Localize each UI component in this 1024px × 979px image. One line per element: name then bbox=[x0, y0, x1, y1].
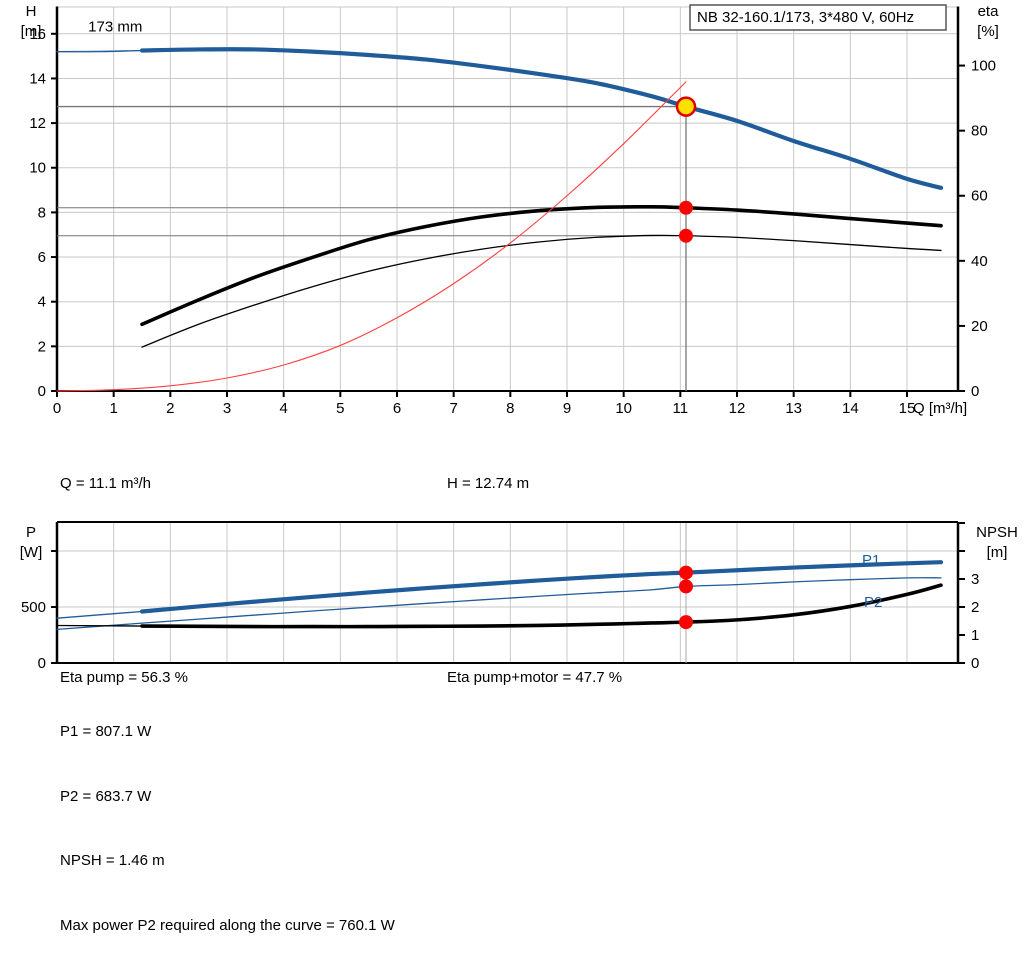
data-line: Max power P2 required along the curve = … bbox=[60, 916, 395, 934]
y-tick-label: 8 bbox=[38, 204, 46, 221]
y2-axis-ticks: 0 20 40 60 80 100 bbox=[958, 58, 996, 400]
data-line: NPSH = 1.46 m bbox=[60, 852, 165, 869]
y2-axis-unit: [m] bbox=[987, 544, 1008, 561]
y-tick-label: 500 bbox=[21, 599, 46, 616]
pump-title-box bbox=[689, 4, 947, 31]
x-axis-ticks: 0 1 2 3 4 5 6 7 8 9 10 11 12 13 14 15 bbox=[53, 391, 916, 417]
x-tick-label: 5 bbox=[336, 400, 344, 417]
data-line: H = 12.74 m bbox=[447, 475, 530, 492]
y-axis-title: H bbox=[26, 3, 37, 20]
x-tick-label: 9 bbox=[563, 400, 571, 417]
p2-duty-point[interactable] bbox=[679, 579, 693, 594]
x-tick-label: 4 bbox=[279, 400, 287, 417]
y-tick-label: 0 bbox=[38, 655, 46, 672]
x-tick-label: 15 bbox=[899, 400, 916, 417]
x-tick-label: 12 bbox=[729, 400, 746, 417]
curve-p2 bbox=[141, 577, 942, 624]
data-line: Eta pump+motor = 47.7 % bbox=[447, 668, 623, 686]
curve-eta-pump-motor bbox=[141, 234, 942, 348]
y2-tick-label: 0 bbox=[971, 383, 979, 400]
y2-tick-label: 1 bbox=[971, 627, 979, 644]
duty-point-markers bbox=[679, 565, 693, 630]
y-axis-title: P bbox=[26, 524, 36, 541]
y-axis-unit: [m] bbox=[21, 23, 42, 40]
plot-background bbox=[57, 523, 958, 663]
y2-tick-label: 100 bbox=[971, 58, 996, 75]
y-tick-label: 16 bbox=[29, 26, 46, 43]
x-tick-label: 11 bbox=[673, 400, 689, 417]
duty-point[interactable] bbox=[675, 96, 697, 117]
power-summary: P1 = 807.1 W P2 = 683.7 W NPSH = 1.46 m … bbox=[60, 678, 395, 979]
y2-tick-label: 20 bbox=[971, 318, 988, 335]
x-tick-label: 10 bbox=[615, 400, 632, 417]
p1-curve-label: P1 bbox=[862, 552, 880, 569]
y-axis-unit: [W] bbox=[20, 544, 43, 561]
y2-axis-title: NPSH bbox=[976, 524, 1018, 541]
x-tick-label: 13 bbox=[785, 400, 802, 417]
data-line: Q = 11.1 m³/h bbox=[60, 475, 152, 492]
x-tick-label: 8 bbox=[506, 400, 514, 417]
eta-pump-motor-point[interactable] bbox=[679, 228, 693, 243]
data-line: Eta pump = 56.3 % bbox=[60, 668, 188, 686]
impeller-size-label: 173 mm bbox=[88, 19, 142, 36]
y-axis-ticks: 0 2 4 6 8 10 12 14 16 bbox=[29, 26, 57, 400]
p1-duty-point[interactable] bbox=[679, 565, 693, 580]
pump-title-text: NB 32-160.1/173, 3*480 V, 60Hz bbox=[697, 9, 914, 26]
y2-tick-label: 40 bbox=[971, 253, 988, 270]
y-tick-label: 14 bbox=[29, 70, 46, 87]
curve-npsh-thin-extension bbox=[56, 624, 143, 627]
x-tick-label: 7 bbox=[449, 400, 457, 417]
power-npsh-chart: 0 500 0 1 2 3 P [W] NPSH [m] P1 P2 bbox=[20, 521, 1018, 672]
p2-curve-label: P2 bbox=[864, 594, 882, 611]
grid-lines bbox=[57, 6, 958, 391]
y2-axis-ticks: 0 1 2 3 bbox=[958, 522, 979, 672]
axes bbox=[51, 521, 964, 664]
plot-background bbox=[57, 7, 958, 391]
data-line: P1 = 807.1 W bbox=[60, 723, 152, 740]
x-axis-title: Q [m³/h] bbox=[913, 400, 967, 417]
y-axis-ticks: 0 500 bbox=[21, 550, 57, 672]
y2-tick-label: 60 bbox=[971, 188, 988, 205]
curve-npsh bbox=[140, 583, 943, 629]
y-tick-label: 4 bbox=[38, 294, 46, 311]
y2-tick-label: 0 bbox=[971, 655, 979, 672]
y2-tick-label: 3 bbox=[971, 571, 979, 588]
eta-pump-point[interactable] bbox=[679, 200, 693, 215]
y-tick-label: 12 bbox=[29, 115, 46, 132]
data-curves bbox=[56, 560, 944, 631]
duty-point-markers bbox=[675, 96, 697, 243]
x-tick-label: 0 bbox=[53, 400, 61, 417]
y2-tick-label: 2 bbox=[971, 599, 979, 616]
x-tick-label: 3 bbox=[223, 400, 231, 417]
curve-eta-pump bbox=[140, 204, 943, 327]
x-tick-label: 2 bbox=[166, 400, 174, 417]
data-curves bbox=[56, 47, 944, 392]
x-tick-label: 14 bbox=[842, 400, 859, 417]
axes bbox=[51, 6, 964, 392]
npsh-duty-point[interactable] bbox=[679, 615, 693, 630]
curve-p1 bbox=[139, 560, 944, 614]
x-tick-label: 6 bbox=[393, 400, 401, 417]
curve-npsh-scaled-overlay- bbox=[56, 81, 687, 392]
y-tick-label: 6 bbox=[38, 249, 46, 266]
pump-curve-page: 0 2 4 6 8 10 12 14 16 0 1 2 3 4 5 6 7 8 9 10 11 12 13 14 15 0 20 40… bbox=[20, 3, 1018, 934]
data-line: P2 = 683.7 W bbox=[60, 787, 152, 805]
y2-axis-unit: [%] bbox=[977, 23, 999, 40]
x-tick-label: 1 bbox=[109, 400, 117, 417]
curve-head-h-thin-extension-below-1-5- bbox=[56, 49, 143, 53]
y-tick-label: 2 bbox=[38, 338, 46, 355]
y2-tick-label: 80 bbox=[971, 123, 988, 140]
y-tick-label: 0 bbox=[38, 383, 46, 400]
y2-axis-title: eta bbox=[978, 3, 1000, 20]
curve-head-h-173-mm-impeller- bbox=[139, 47, 944, 190]
curve-p1-thin-extension bbox=[56, 610, 143, 619]
y-tick-label: 10 bbox=[29, 160, 46, 177]
